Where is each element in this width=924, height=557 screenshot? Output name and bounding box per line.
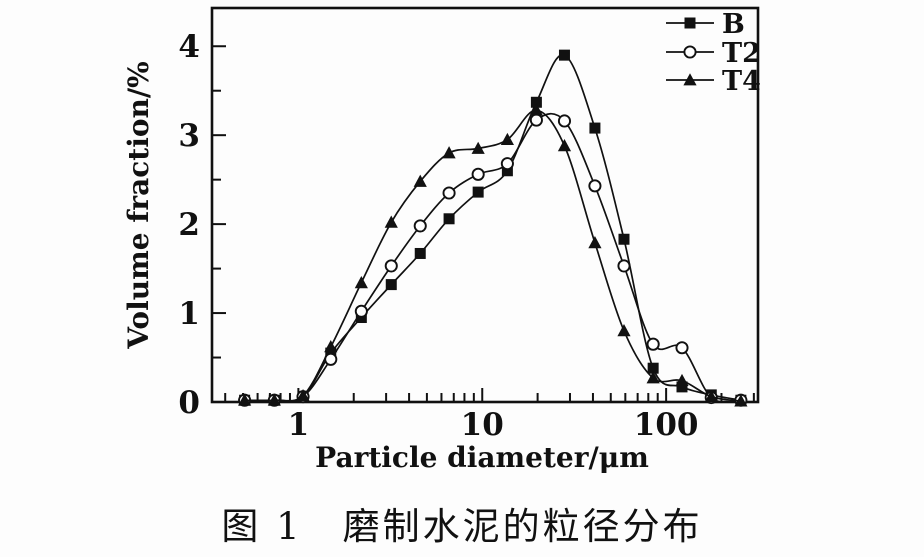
- data-point-marker: [646, 371, 660, 384]
- data-point-marker: [501, 165, 513, 177]
- data-point-marker: [296, 388, 310, 402]
- series-B-markers: [239, 49, 747, 406]
- data-point-marker: [354, 304, 368, 318]
- data-point-marker: [413, 219, 427, 233]
- y-tick-label: 1: [178, 296, 200, 332]
- data-point-marker: [617, 324, 631, 337]
- data-point-marker: [557, 114, 572, 128]
- data-point-marker: [413, 174, 427, 187]
- data-point-marker: [384, 259, 398, 273]
- data-point-marker: [618, 233, 630, 245]
- series-T2: [244, 112, 741, 403]
- y-axis-label: Volume fraction/%: [122, 61, 155, 349]
- y-tick-label: 2: [178, 207, 200, 243]
- data-point-marker: [443, 213, 455, 225]
- data-point-marker: [529, 103, 543, 116]
- legend-item-T4: T4: [666, 66, 761, 97]
- data-point-marker: [471, 167, 485, 181]
- data-point-marker: [238, 393, 252, 406]
- data-point-marker: [676, 381, 688, 393]
- data-point-marker: [529, 113, 543, 127]
- data-point-marker: [472, 186, 484, 198]
- legend-item-B: B: [666, 9, 745, 40]
- data-point-marker: [324, 340, 338, 353]
- data-point-marker: [530, 96, 542, 108]
- series-T2-markers: [238, 113, 748, 407]
- data-point-marker: [557, 139, 572, 152]
- data-point-marker: [589, 122, 601, 134]
- data-point-marker: [354, 276, 368, 289]
- data-point-marker: [500, 132, 514, 146]
- data-point-marker: [617, 259, 631, 273]
- data-point-marker: [588, 179, 602, 193]
- data-point-marker: [675, 373, 689, 387]
- x-tick-label: 10: [461, 407, 504, 443]
- data-point-marker: [683, 45, 697, 59]
- data-point-marker: [734, 394, 748, 407]
- series-T4: [244, 109, 742, 402]
- data-point-marker: [588, 235, 602, 249]
- series-B: [244, 54, 742, 402]
- series-T2-line: [244, 112, 741, 403]
- data-point-marker: [267, 393, 281, 406]
- data-point-marker: [442, 146, 456, 159]
- x-tick-label: 1: [288, 407, 310, 443]
- data-point-marker: [684, 17, 696, 29]
- y-tick-label: 3: [178, 118, 200, 154]
- plot-border: [210, 6, 760, 404]
- data-point-marker: [442, 186, 456, 200]
- x-axis-label: Particle diameter/μm: [315, 441, 649, 474]
- data-point-marker: [646, 337, 660, 351]
- data-point-marker: [675, 341, 689, 355]
- series-T4-markers: [238, 103, 748, 407]
- data-point-marker: [385, 279, 397, 291]
- y-tick-label: 4: [178, 29, 200, 65]
- y-axis-ticks: [213, 45, 226, 359]
- series-B-line: [244, 54, 742, 402]
- legend-label: T2: [722, 38, 761, 69]
- legend-item-T2: T2: [666, 38, 761, 69]
- data-point-marker: [647, 362, 659, 374]
- data-point-marker: [558, 49, 570, 61]
- particle-size-chart: 1 10 100 0 1 2 3 4 Particle diameter/μm Volume fr…: [122, 6, 761, 474]
- series-T4-line: [244, 109, 742, 402]
- data-point-marker: [500, 157, 514, 171]
- data-point-marker: [704, 389, 718, 403]
- legend-label: T4: [722, 66, 761, 97]
- legend-label: B: [722, 9, 745, 40]
- y-tick-label: 0: [178, 385, 200, 421]
- figure-caption: 图 1 磨制水泥的粒径分布: [221, 505, 703, 548]
- data-point-marker: [683, 73, 697, 86]
- data-point-marker: [384, 215, 398, 228]
- x-tick-label: 100: [634, 407, 699, 443]
- data-point-marker: [471, 141, 485, 154]
- data-point-marker: [414, 247, 426, 259]
